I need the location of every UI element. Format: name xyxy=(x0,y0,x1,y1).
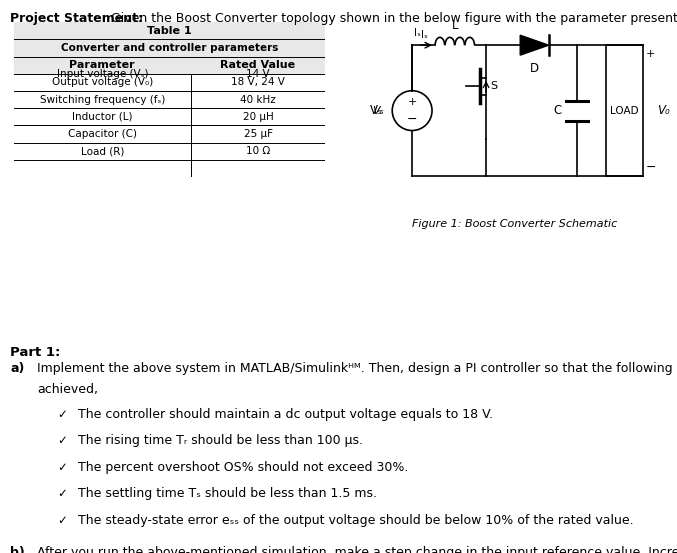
Text: Figure 1: Boost Converter Schematic: Figure 1: Boost Converter Schematic xyxy=(412,218,617,229)
Text: C: C xyxy=(553,104,561,117)
Bar xyxy=(605,45,642,176)
Text: Iₛ: Iₛ xyxy=(420,29,428,39)
Text: Load (R): Load (R) xyxy=(81,146,124,156)
Text: −: − xyxy=(407,113,418,126)
Text: 25 μF: 25 μF xyxy=(244,129,273,139)
Text: S: S xyxy=(490,81,498,91)
Text: a): a) xyxy=(10,362,24,375)
Text: D: D xyxy=(530,62,539,75)
Text: Vₛ: Vₛ xyxy=(372,106,384,116)
Text: ✓: ✓ xyxy=(58,487,68,500)
Bar xyxy=(14,22,325,74)
Text: The controller should maintain a dc output voltage equals to 18 V.: The controller should maintain a dc outp… xyxy=(78,408,493,421)
Text: 20 μH: 20 μH xyxy=(242,112,274,122)
Text: 14 V: 14 V xyxy=(246,69,270,79)
Text: Vₛ: Vₛ xyxy=(370,104,383,117)
Text: The settling time Tₛ should be less than 1.5 ms.: The settling time Tₛ should be less than… xyxy=(78,487,377,500)
Text: LOAD: LOAD xyxy=(610,106,638,116)
Text: Table 1: Table 1 xyxy=(147,26,192,36)
Text: The steady-state error eₛₛ of the output voltage should be below 10% of the rate: The steady-state error eₛₛ of the output… xyxy=(78,514,634,527)
Text: Output voltage (V₀): Output voltage (V₀) xyxy=(51,77,153,87)
Text: Converter and controller parameters: Converter and controller parameters xyxy=(60,43,278,53)
Text: Parameter: Parameter xyxy=(70,60,135,70)
Text: achieved,: achieved, xyxy=(37,383,98,397)
Text: Input voltage (Vₛ): Input voltage (Vₛ) xyxy=(57,69,148,79)
Text: Rated Value: Rated Value xyxy=(221,60,296,70)
Text: Switching frequency (fₛ): Switching frequency (fₛ) xyxy=(40,95,165,105)
Text: −: − xyxy=(645,161,656,174)
Text: Inductor (L): Inductor (L) xyxy=(72,112,133,122)
Text: ✓: ✓ xyxy=(58,434,68,447)
Polygon shape xyxy=(520,35,548,55)
Text: ✓: ✓ xyxy=(58,408,68,421)
Text: The percent overshoot OS% should not exceed 30%.: The percent overshoot OS% should not exc… xyxy=(78,461,408,474)
Text: After you run the above-mentioned simulation, make a step change in the input re: After you run the above-mentioned simula… xyxy=(37,546,677,553)
Text: Capacitor (C): Capacitor (C) xyxy=(68,129,137,139)
Text: 18 V, 24 V: 18 V, 24 V xyxy=(231,77,285,87)
Text: 10 Ω: 10 Ω xyxy=(246,146,270,156)
Text: V₀: V₀ xyxy=(657,104,670,117)
Text: +: + xyxy=(408,97,417,107)
Text: Part 1:: Part 1: xyxy=(10,346,60,359)
Text: ✓: ✓ xyxy=(58,514,68,527)
Text: Project Statement:: Project Statement: xyxy=(10,12,143,25)
Text: Implement the above system in MATLAB/Simulinkᴴᴹ. Then, design a PI controller so: Implement the above system in MATLAB/Sim… xyxy=(37,362,677,375)
Text: b): b) xyxy=(10,546,25,553)
Text: 40 kHz: 40 kHz xyxy=(240,95,276,105)
Text: The rising time Tᵣ should be less than 100 μs.: The rising time Tᵣ should be less than 1… xyxy=(78,434,363,447)
Text: Iₛ: Iₛ xyxy=(414,28,420,38)
Text: ✓: ✓ xyxy=(58,461,68,474)
Text: L: L xyxy=(452,19,458,33)
Text: Given the Boost Converter topology shown in the below figure with the parameter : Given the Boost Converter topology shown… xyxy=(107,12,677,25)
Text: +: + xyxy=(645,49,655,59)
